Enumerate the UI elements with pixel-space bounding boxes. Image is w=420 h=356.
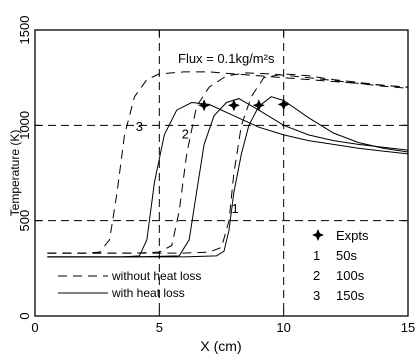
plot-frame — [34, 29, 409, 317]
legend-time-3-num: 3 — [313, 288, 320, 303]
expt-marker — [198, 99, 211, 112]
axis-ticks: 0 5 10 15 0 500 1000 1500 — [17, 16, 415, 335]
legend-dashed-label: without heat loss — [111, 269, 201, 283]
solid-curve-3 — [47, 101, 409, 258]
curve-label-1: 1 — [231, 201, 238, 216]
x-tick-label: 5 — [156, 320, 163, 335]
expt-marker — [252, 99, 265, 112]
reference-lines — [35, 30, 408, 316]
legend-time-1-num: 1 — [313, 248, 320, 263]
solid-curve-2 — [47, 98, 409, 258]
dashed-curve-1 — [47, 73, 409, 254]
legend-time-2-value: 100s — [336, 268, 365, 283]
solid-curve-1 — [47, 96, 409, 258]
legend-solid-label: with heat loss — [111, 286, 185, 300]
curve-label-2: 2 — [182, 127, 189, 142]
x-tick-label: 15 — [401, 320, 415, 335]
y-tick-label: 500 — [17, 210, 32, 232]
curve-labels: 1 2 3 — [136, 119, 239, 216]
y-axis-label: Temperature (K) — [8, 130, 22, 217]
curves — [47, 71, 409, 258]
experiment-markers — [198, 98, 290, 112]
legend-expts-label: Expts — [336, 228, 369, 243]
dashed-curve-3 — [47, 71, 409, 254]
legend-time-3-value: 150s — [336, 288, 365, 303]
x-tick-label: 0 — [31, 320, 38, 335]
y-tick-label: 1500 — [17, 16, 32, 45]
flux-annotation: Flux = 0.1kg/m²s — [178, 51, 275, 66]
expt-marker — [277, 98, 290, 111]
legend-time-1-value: 50s — [336, 248, 357, 263]
legend-lines: without heat loss with heat loss — [58, 269, 201, 300]
x-tick-label: 10 — [276, 320, 290, 335]
legend-times: Expts 1 50s 2 100s 3 150s — [312, 228, 369, 303]
expt-marker — [227, 99, 240, 112]
y-tick-label: 0 — [17, 312, 32, 319]
x-axis-label: X (cm) — [200, 338, 241, 354]
curve-label-3: 3 — [136, 119, 143, 134]
dashed-curve-2 — [47, 72, 409, 254]
legend-time-2-num: 2 — [313, 268, 320, 283]
y-tick-label: 1000 — [17, 111, 32, 140]
legend-expts-marker — [312, 229, 324, 241]
